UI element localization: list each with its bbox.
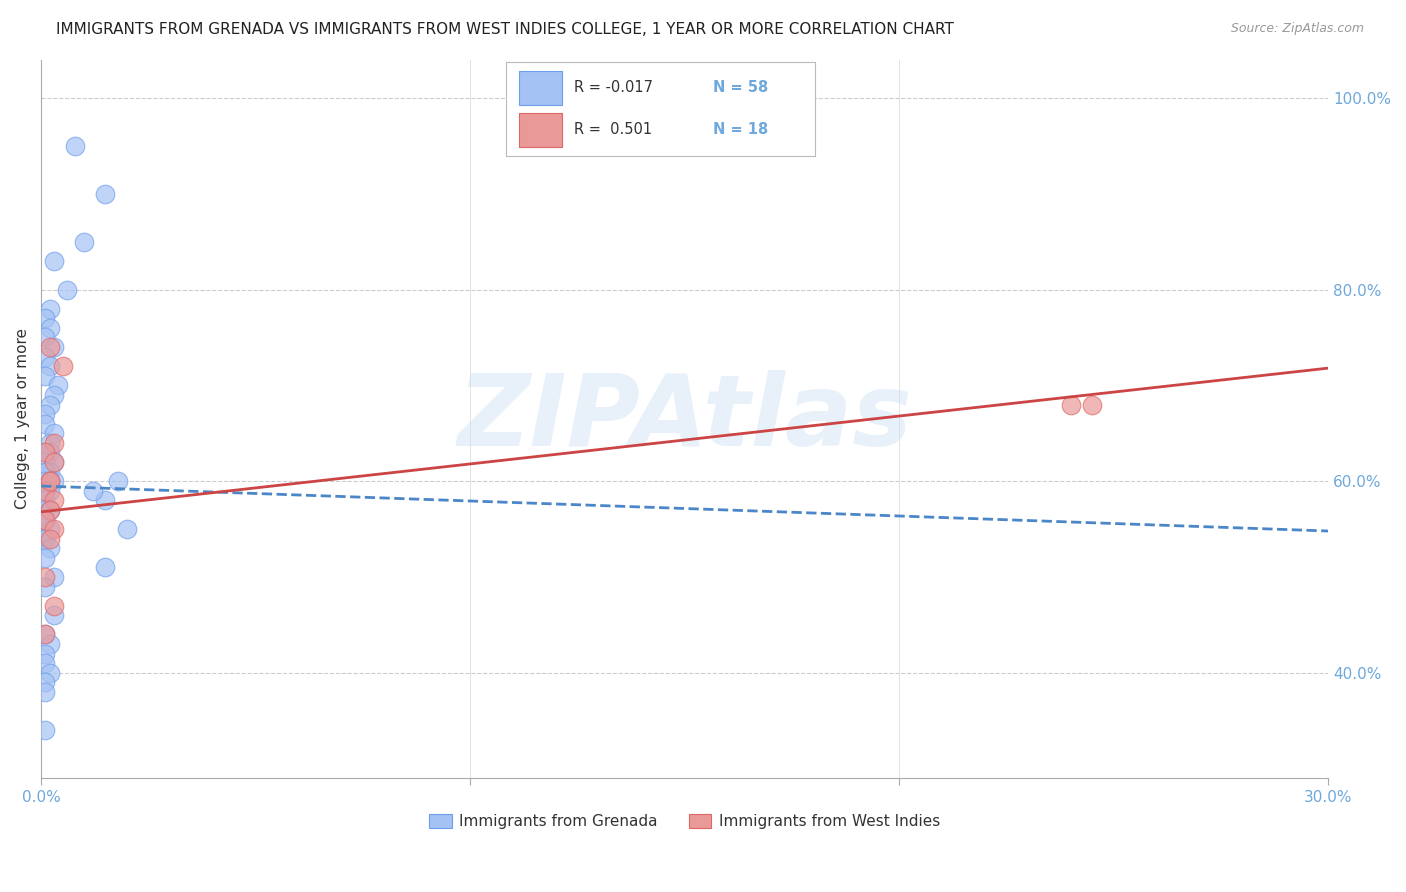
Point (34, 647, 56, 661)
Point (38, 503, 60, 517)
Point (34, 417, 56, 431)
Point (38, 665, 60, 680)
Point (38, 340, 60, 354)
Point (34, 627, 56, 641)
Text: R =  0.501: R = 0.501 (574, 122, 652, 137)
Point (34, 445, 56, 459)
Point (34, 675, 56, 690)
Point (42, 608, 65, 623)
Point (38, 503, 60, 517)
Point (34, 311, 56, 326)
Point (34, 474, 56, 488)
Point (42, 388, 65, 402)
Text: Source: ZipAtlas.com: Source: ZipAtlas.com (1230, 22, 1364, 36)
Point (34, 493, 56, 508)
FancyBboxPatch shape (519, 113, 562, 147)
Point (34, 512, 56, 526)
Y-axis label: College, 1 year or more: College, 1 year or more (15, 328, 30, 509)
Point (65, 138, 87, 153)
Point (42, 435, 65, 450)
Point (38, 398, 60, 412)
Point (34, 512, 56, 526)
Text: ZIPAtlas: ZIPAtlas (457, 370, 912, 467)
Point (82, 483, 104, 498)
Point (34, 455, 56, 469)
Point (38, 465, 60, 479)
Point (38, 474, 60, 488)
Point (38, 301, 60, 316)
Point (73, 235, 96, 249)
Point (34, 330, 56, 344)
Point (34, 685, 56, 699)
Point (51, 359, 73, 374)
Point (38, 435, 60, 450)
Point (56, 283, 79, 297)
Point (38, 637, 60, 651)
Point (42, 340, 65, 354)
Point (34, 407, 56, 421)
Point (38, 483, 60, 498)
FancyBboxPatch shape (519, 70, 562, 104)
Point (38, 474, 60, 488)
Point (1081, 398, 1104, 412)
Point (42, 253, 65, 268)
Point (34, 350, 56, 364)
Point (34, 570, 56, 584)
Point (34, 483, 56, 498)
Point (38, 474, 60, 488)
Point (38, 321, 60, 335)
Point (42, 455, 65, 469)
Point (42, 570, 65, 584)
Point (34, 465, 56, 479)
Point (42, 426, 65, 441)
Text: N = 18: N = 18 (713, 122, 769, 137)
Point (38, 532, 60, 546)
Point (42, 522, 65, 536)
Legend: Immigrants from Grenada, Immigrants from West Indies: Immigrants from Grenada, Immigrants from… (423, 808, 946, 835)
Text: N = 58: N = 58 (713, 80, 769, 95)
Point (34, 465, 56, 479)
Point (34, 580, 56, 594)
Point (42, 599, 65, 613)
Text: R = -0.017: R = -0.017 (574, 80, 654, 95)
Point (34, 657, 56, 671)
Point (34, 532, 56, 546)
Point (34, 368, 56, 383)
Point (94, 493, 117, 508)
Point (34, 445, 56, 459)
Text: IMMIGRANTS FROM GRENADA VS IMMIGRANTS FROM WEST INDIES COLLEGE, 1 YEAR OR MORE C: IMMIGRANTS FROM GRENADA VS IMMIGRANTS FR… (56, 22, 955, 37)
Point (38, 445, 60, 459)
Point (38, 359, 60, 374)
Point (38, 474, 60, 488)
Point (34, 503, 56, 517)
Point (46, 378, 69, 392)
Point (34, 627, 56, 641)
Point (42, 493, 65, 508)
Point (42, 455, 65, 469)
Point (94, 560, 117, 574)
Point (34, 483, 56, 498)
Point (94, 186, 117, 201)
Point (42, 474, 65, 488)
Point (38, 522, 60, 536)
Point (34, 550, 56, 565)
Point (115, 522, 138, 536)
Point (34, 723, 56, 738)
Point (107, 474, 129, 488)
Point (38, 541, 60, 556)
Point (34, 532, 56, 546)
Point (1060, 398, 1083, 412)
